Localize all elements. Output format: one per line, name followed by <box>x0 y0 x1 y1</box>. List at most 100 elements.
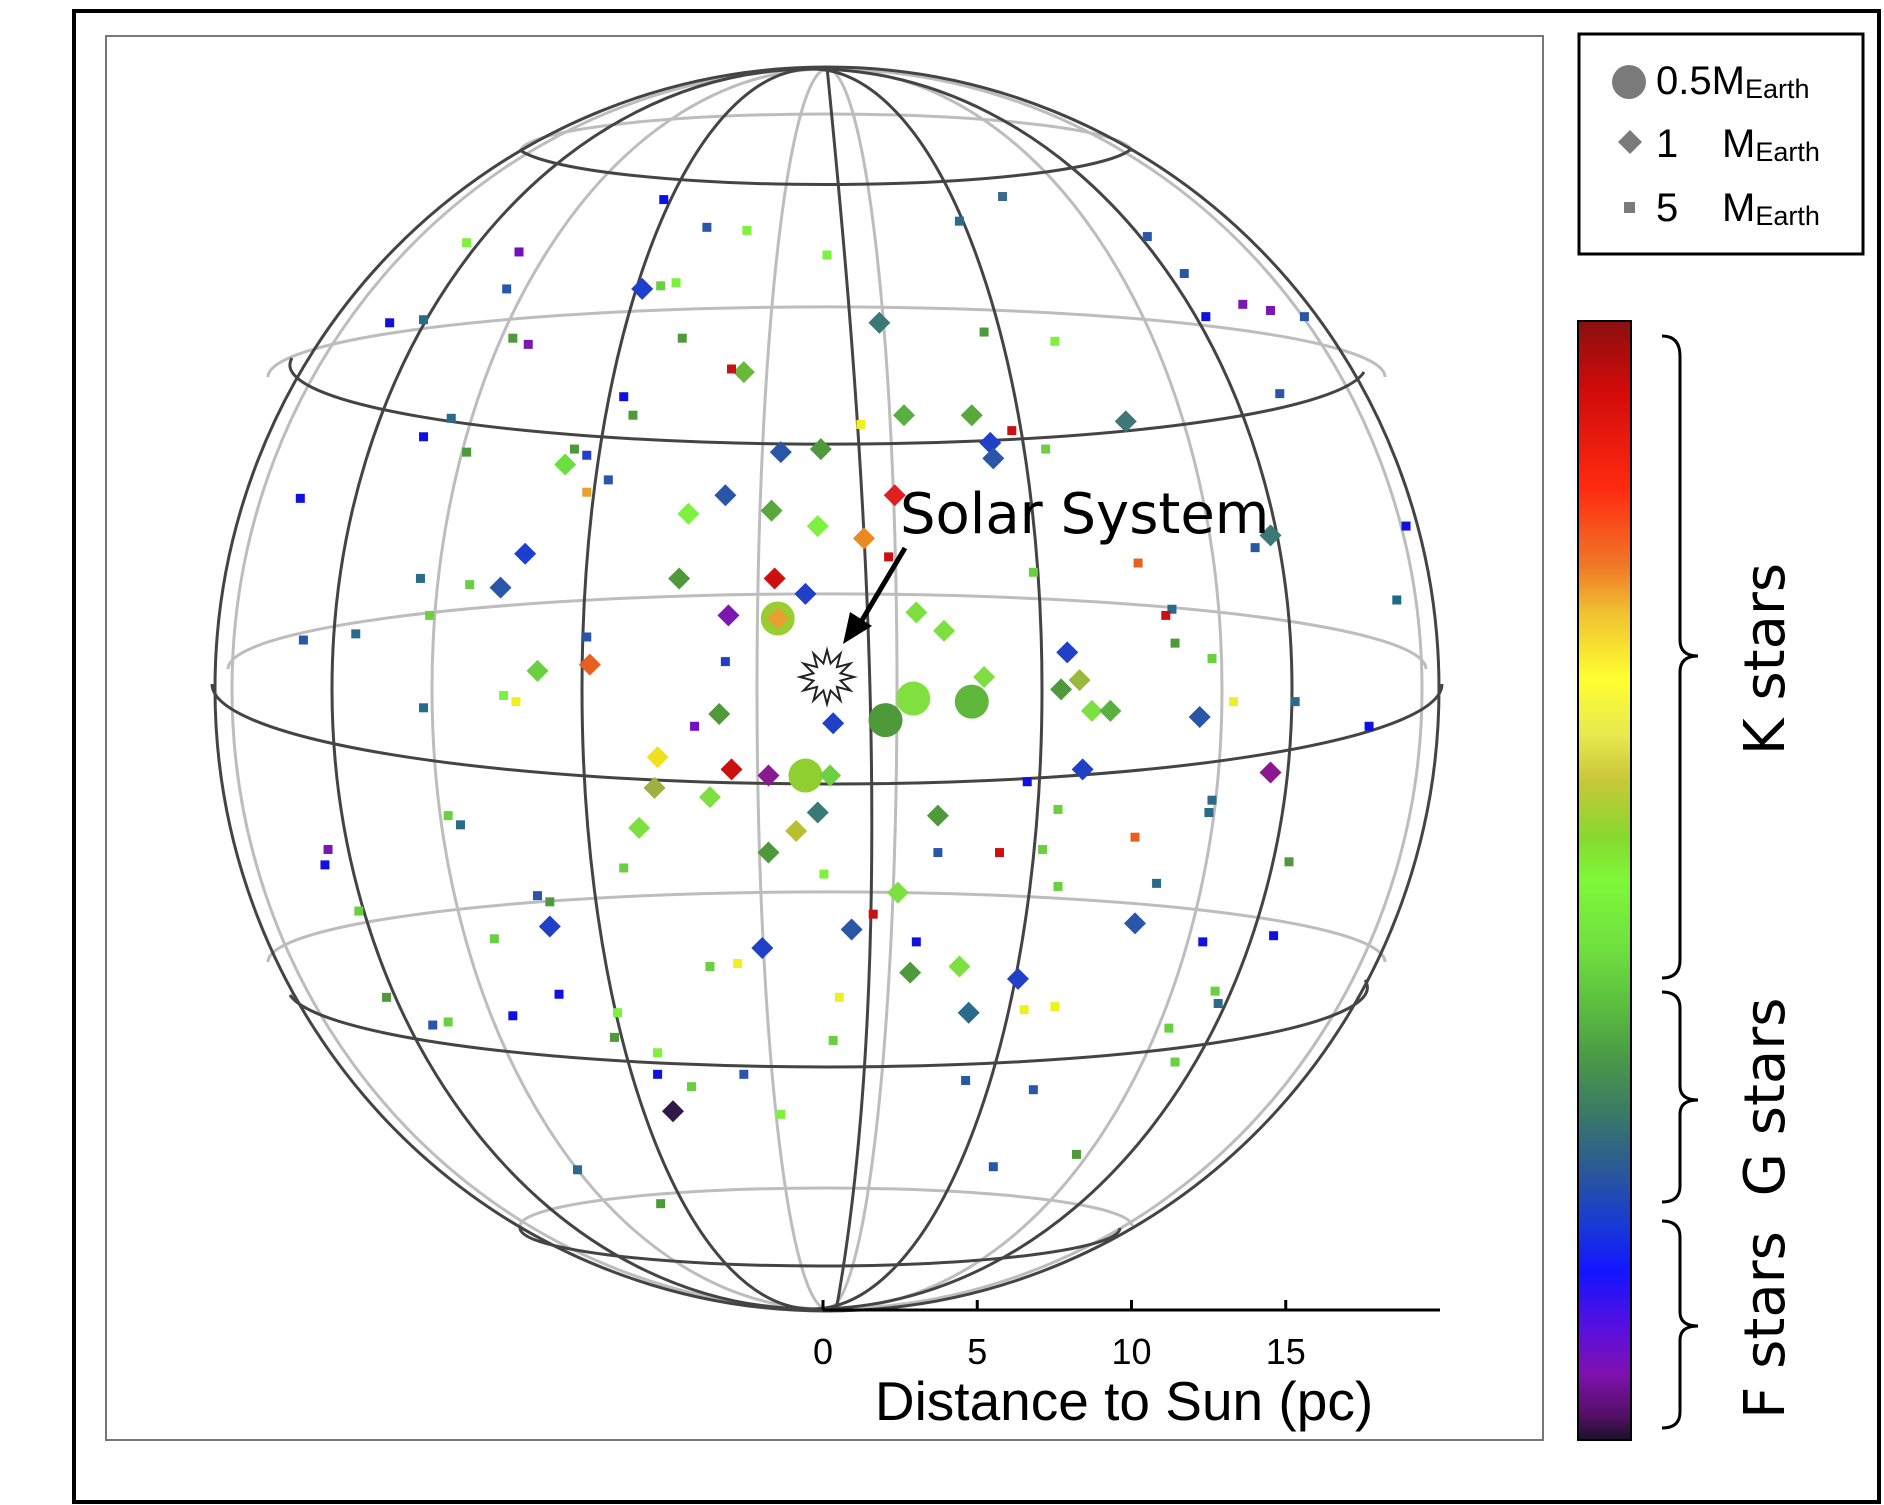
square-point-107 <box>961 1075 971 1085</box>
square-point-105 <box>653 1069 663 1079</box>
circle-point-4 <box>954 684 989 719</box>
diamond-point-2 <box>732 361 755 384</box>
brace-g-stars <box>1661 990 1699 1204</box>
diamond-point-49 <box>785 820 808 842</box>
square-point-78 <box>1053 881 1063 891</box>
globe-wireframe <box>210 65 1444 1313</box>
diamond-point-19 <box>489 576 512 599</box>
label-f-stars: F stars <box>1733 1231 1798 1419</box>
scale-tick-label-3: 15 <box>1266 1331 1306 1372</box>
square-point-40 <box>884 552 894 562</box>
square-point-88 <box>733 958 743 968</box>
square-point-58 <box>1229 697 1239 707</box>
colorbar-braces <box>1661 334 1699 1430</box>
brace-k-stars <box>1661 334 1699 980</box>
square-point-104 <box>1170 1057 1180 1067</box>
square-point-36 <box>582 487 592 497</box>
diamond-point-18 <box>514 542 537 565</box>
square-point-30 <box>419 432 429 442</box>
square-point-9 <box>1179 269 1189 279</box>
diamond-point-27 <box>1056 641 1079 664</box>
diamond-point-9 <box>979 431 1002 454</box>
diamond-point-28 <box>578 653 601 676</box>
circle-point-1 <box>788 758 823 793</box>
diamond-point-29 <box>526 659 549 682</box>
legend-diamond-icon <box>1618 130 1642 154</box>
square-point-54 <box>720 657 730 667</box>
square-point-112 <box>988 1162 998 1172</box>
square-point-31 <box>462 447 472 457</box>
square-point-62 <box>1022 777 1032 787</box>
diamond-point-12 <box>677 502 700 525</box>
square-point-94 <box>613 1008 623 1018</box>
square-point-50 <box>298 635 308 645</box>
square-point-52 <box>1170 638 1180 648</box>
square-point-22 <box>1050 336 1060 346</box>
square-point-83 <box>489 934 499 944</box>
square-point-56 <box>511 697 521 707</box>
square-point-10 <box>502 284 512 294</box>
diamond-point-59 <box>957 1001 980 1024</box>
square-point-73 <box>320 860 330 870</box>
square-point-77 <box>1152 878 1162 888</box>
square-point-6 <box>462 238 472 248</box>
square-markers <box>295 192 1411 1209</box>
diamond-point-39 <box>720 758 743 781</box>
legend: 0.5MEarth 1 MEarth 5 MEarth <box>1577 32 1865 256</box>
colorbar <box>1577 320 1632 1441</box>
square-point-11 <box>656 281 666 291</box>
legend-unit-0: M <box>1712 59 1745 103</box>
diamond-point-20 <box>668 567 691 590</box>
diamond-point-16 <box>883 484 906 507</box>
square-point-69 <box>1130 832 1140 842</box>
square-point-7 <box>514 247 524 257</box>
diamond-point-53 <box>840 918 863 941</box>
square-point-33 <box>582 450 592 460</box>
square-point-29 <box>1007 426 1017 436</box>
diamond-point-40 <box>757 764 780 787</box>
square-point-25 <box>1275 389 1285 399</box>
diamond-point-22 <box>794 582 817 605</box>
square-point-75 <box>619 863 629 873</box>
square-point-110 <box>776 1109 786 1119</box>
square-point-3 <box>742 225 752 235</box>
square-point-108 <box>686 1082 696 1092</box>
legend-value-1: 1 <box>1656 122 1678 166</box>
diamond-markers <box>489 277 1282 1123</box>
globe-front-grid <box>210 65 1444 1313</box>
square-point-27 <box>628 410 638 420</box>
square-point-115 <box>1266 305 1276 315</box>
diamond-point-58 <box>1006 967 1029 990</box>
square-point-28 <box>856 419 866 429</box>
square-point-79 <box>532 891 542 901</box>
square-point-80 <box>545 897 555 907</box>
square-point-4 <box>954 216 964 226</box>
diamond-point-55 <box>1124 912 1146 935</box>
square-point-82 <box>868 909 878 919</box>
scale-tick-label-2: 10 <box>1111 1331 1151 1372</box>
circle-markers <box>760 601 989 793</box>
diamond-point-50 <box>757 841 780 864</box>
diamond-point-54 <box>751 937 774 960</box>
legend-sub-1: Earth <box>1755 137 1820 167</box>
diamond-point-31 <box>1068 669 1091 692</box>
diamond-point-0 <box>631 277 654 300</box>
diamond-point-37 <box>1188 706 1211 729</box>
square-point-114 <box>656 1199 666 1209</box>
diamond-point-6 <box>554 453 577 476</box>
square-point-99 <box>508 1011 518 1021</box>
solar-system-arrow-head <box>843 612 872 644</box>
square-point-2 <box>702 222 712 232</box>
square-point-5 <box>1142 232 1152 242</box>
label-k-stars: K stars <box>1733 563 1798 755</box>
square-point-101 <box>1164 1023 1174 1033</box>
diamond-point-7 <box>769 441 792 464</box>
square-point-72 <box>994 848 1004 858</box>
diamond-point-52 <box>538 915 561 938</box>
square-point-32 <box>569 444 579 454</box>
square-point-76 <box>819 869 829 879</box>
legend-unit-1: M <box>1722 122 1755 166</box>
diamond-point-48 <box>628 816 651 839</box>
square-point-65 <box>1204 808 1214 818</box>
